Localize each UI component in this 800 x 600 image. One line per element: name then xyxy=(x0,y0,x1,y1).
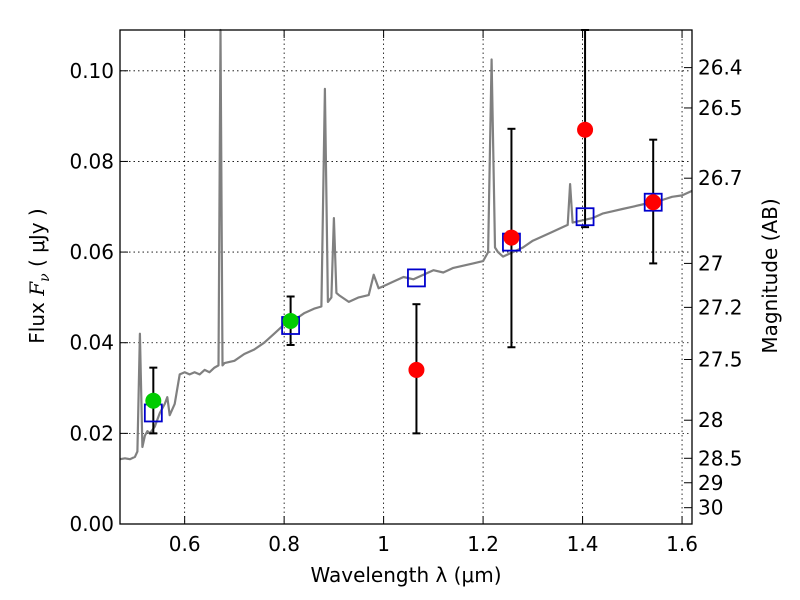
error-bar-layer xyxy=(149,29,658,435)
y-axis-label: Flux Fν ( μJy ) xyxy=(25,208,53,343)
spectrum-line xyxy=(119,28,693,461)
y-tick-label: 0.04 xyxy=(69,331,114,355)
plot-frame xyxy=(119,29,693,525)
y-axis-label-prefix: Flux xyxy=(25,296,49,344)
model-square-marker xyxy=(575,207,595,227)
observed-red-point xyxy=(408,361,425,378)
y2-tick-label: 26.7 xyxy=(698,166,743,190)
secondary-y-axis-label: Magnitude (AB) xyxy=(758,198,782,353)
observed-red-point xyxy=(645,194,662,211)
observed-green-point xyxy=(282,312,299,329)
y2-tick-label: 30 xyxy=(698,496,723,520)
marker-layer xyxy=(143,121,663,423)
y2-tick-label: 27.2 xyxy=(698,295,743,319)
y2-tick-label: 28.5 xyxy=(698,446,743,470)
y-tick-label: 0.02 xyxy=(69,421,114,445)
y2-tick-label: 27.5 xyxy=(698,347,743,371)
x-axis-label: Wavelength λ (μm) xyxy=(310,563,501,587)
y-axis-label-subscript: ν xyxy=(37,273,53,282)
x-tick-label: 1 xyxy=(377,532,390,556)
model-square-marker xyxy=(643,192,663,212)
observed-red-point xyxy=(577,121,594,138)
y2-tick-label: 28 xyxy=(698,408,723,432)
observed-red-point xyxy=(503,229,520,246)
observed-green-point xyxy=(145,392,162,409)
y2-tick-label: 29 xyxy=(698,471,723,495)
x-tick-label: 1.4 xyxy=(567,532,599,556)
y-axis-label-suffix: ( μJy ) xyxy=(25,208,49,273)
x-tick-label: 0.6 xyxy=(169,532,201,556)
x-tick-label: 0.8 xyxy=(268,532,300,556)
y2-tick-label: 27 xyxy=(698,251,723,275)
y-axis-label-symbol: F xyxy=(25,281,49,297)
y-tick-label: 0.06 xyxy=(69,240,114,264)
y2-tick-label: 26.5 xyxy=(698,96,743,120)
model-square-marker xyxy=(407,268,426,288)
x-tick-label: 1.2 xyxy=(467,532,499,556)
x-tick-label: 1.6 xyxy=(666,532,698,556)
spectrum-layer xyxy=(119,28,693,461)
y-tick-label: 0.00 xyxy=(69,512,114,536)
ticks-layer: 0.6 0.8 1 1.2 1.4 1.6 0.00 0.02 0.04 0.06 0.08 0.10… xyxy=(69,30,743,556)
y-tick-label: 0.08 xyxy=(69,149,114,173)
y2-tick-label: 26.4 xyxy=(698,56,743,80)
y-tick-label: 0.10 xyxy=(69,59,114,83)
